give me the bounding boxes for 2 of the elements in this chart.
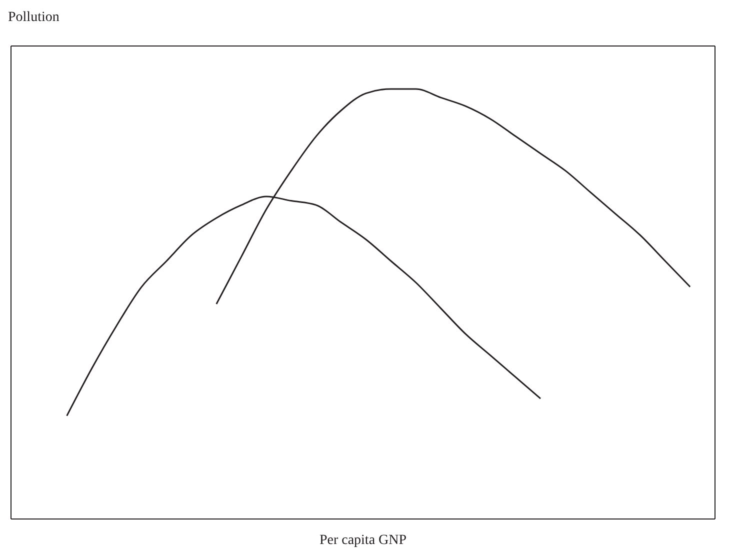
y-axis-title: Pollution [8,10,60,26]
x-axis-title: Per capita GNP [319,532,407,548]
